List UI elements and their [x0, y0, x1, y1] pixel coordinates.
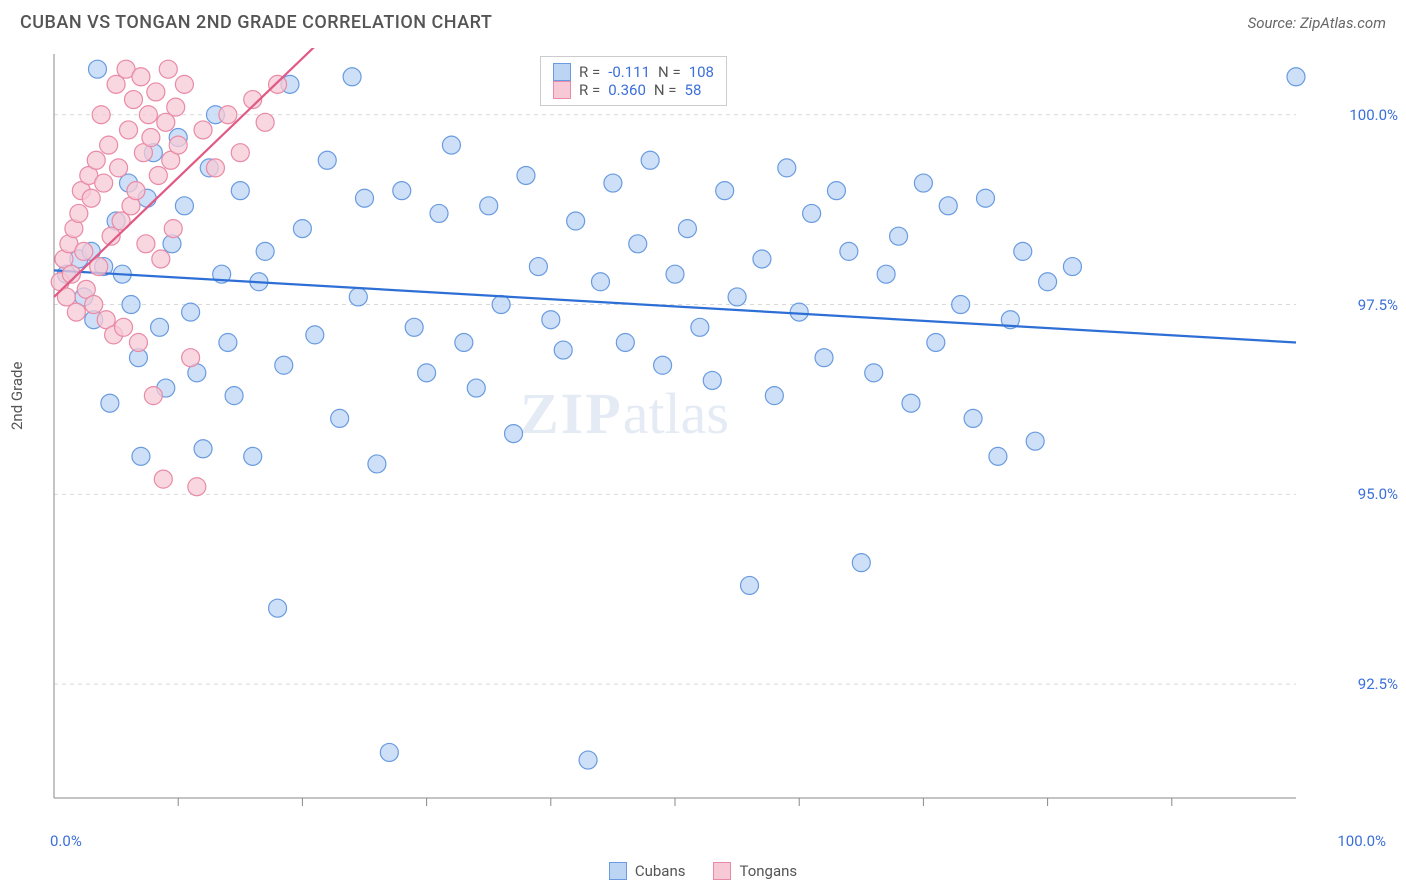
r-value-cubans: -0.111 [608, 63, 650, 81]
r-label: R = [579, 81, 600, 99]
correlation-legend: R = -0.111 N = 108 R = 0.360 N = 58 [540, 56, 727, 106]
y-axis-label: 2nd Grade [8, 362, 26, 430]
x-min-label: 0.0% [50, 832, 82, 850]
legend-row-cubans: R = -0.111 N = 108 [553, 63, 714, 81]
x-axis-end-labels: 0.0% 100.0% [50, 832, 1386, 850]
y-tick-label: 95.0% [1358, 485, 1398, 503]
source-label: Source: ZipAtlas.com [1248, 14, 1386, 32]
r-label: R = [579, 63, 600, 81]
legend-item-cubans: Cubans [609, 862, 686, 880]
swatch-tongans-bottom [713, 862, 731, 880]
scatter-chart-svg [50, 48, 1386, 828]
legend-row-tongans: R = 0.360 N = 58 [553, 81, 714, 99]
swatch-cubans-bottom [609, 862, 627, 880]
plot-area [50, 48, 1386, 828]
series-legend: Cubans Tongans [0, 862, 1406, 880]
n-value-tongans: 58 [685, 81, 702, 99]
y-tick-label: 100.0% [1349, 106, 1398, 124]
swatch-tongans [553, 81, 571, 99]
n-label: N = [654, 81, 677, 99]
r-value-tongans: 0.360 [608, 81, 646, 99]
x-max-label: 100.0% [1337, 832, 1386, 850]
legend-label-cubans: Cubans [635, 862, 686, 880]
n-label: N = [658, 63, 681, 81]
y-tick-label: 92.5% [1358, 675, 1398, 693]
n-value-cubans: 108 [689, 63, 714, 81]
legend-label-tongans: Tongans [739, 862, 797, 880]
header-row: CUBAN VS TONGAN 2ND GRADE CORRELATION CH… [20, 12, 1386, 33]
legend-item-tongans: Tongans [713, 862, 797, 880]
swatch-cubans [553, 63, 571, 81]
chart-title: CUBAN VS TONGAN 2ND GRADE CORRELATION CH… [20, 12, 492, 33]
y-tick-label: 97.5% [1358, 296, 1398, 314]
